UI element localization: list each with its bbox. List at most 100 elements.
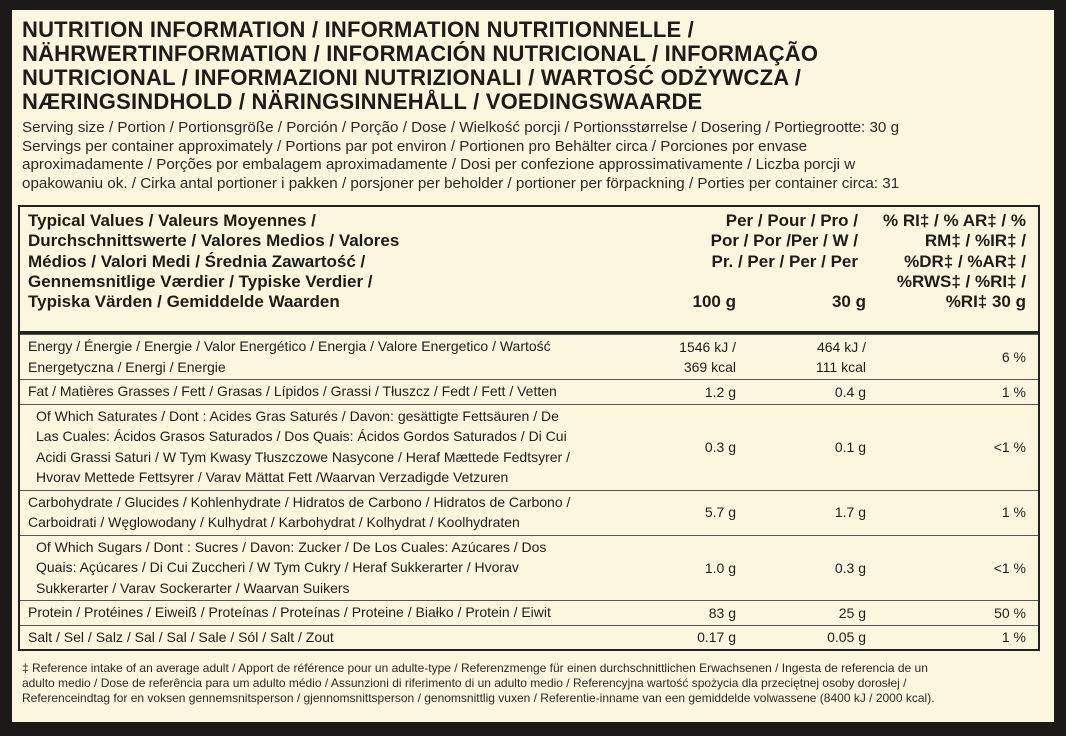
header-ri-line: % RI‡ / % AR‡ / % xyxy=(883,211,1026,230)
ri-value: <1 % xyxy=(993,438,1026,455)
nutrient-name-line: Energetyczna / Energi / Energie xyxy=(28,358,226,375)
table-header: Typical Values / Valeurs Moyennes / Durch… xyxy=(20,207,1038,334)
per-30g-line: 0.1 g xyxy=(834,438,866,455)
per-100g: 0.17 g xyxy=(697,626,736,650)
serving-info: Serving size / Portion / Portionsgröße /… xyxy=(22,119,899,193)
title-line: NUTRICIONAL / INFORMAZIONI NUTRIZIONALI … xyxy=(22,65,802,90)
nutrient-name-line: Of Which Sugars / Dont : Sucres / Davon:… xyxy=(36,538,547,555)
nutrient-name-line: Energy / Énergie / Energie / Valor Energ… xyxy=(28,338,551,354)
nutrient-name: Of Which Saturates / Dont : Acides Gras … xyxy=(20,406,676,488)
nutrient-name-line: Salt / Sel / Salz / Sal / Sal / Sale / S… xyxy=(28,628,334,645)
nutrient-name-line: Sukkerarter / Varav Sockerarter / Waarva… xyxy=(36,579,350,596)
footnote: ‡ Reference intake of an average adult /… xyxy=(22,661,935,706)
ri-value: 50 % xyxy=(994,604,1026,621)
ri-cell: 6 % xyxy=(1002,335,1026,379)
ri-cell: 1 % xyxy=(1002,380,1026,404)
nutrient-name: Energy / Énergie / Energie / Valor Energ… xyxy=(20,336,668,377)
per-30g-line: 0.3 g xyxy=(834,559,866,576)
nutrient-name-line: Protein / Protéines / Eiweiß / Proteínas… xyxy=(28,604,551,620)
ri-value: 1 % xyxy=(1001,629,1026,645)
per-100g: 1546 kJ / 369 kcal xyxy=(679,335,736,379)
ri-value: <1 % xyxy=(993,559,1026,576)
header-ri-line: %RI‡ 30 g xyxy=(945,292,1026,312)
header-ri-line: %DR‡ / %AR‡ / xyxy=(904,251,1026,271)
serving-line: Serving size / Portion / Portionsgröße /… xyxy=(22,119,900,136)
per-30g: 464 kJ / 111 kcal xyxy=(816,335,866,379)
header-per-line: Pr. / Per / Per / Per xyxy=(711,251,858,271)
nutrient-row: Of Which Saturates / Dont : Acides Gras … xyxy=(20,403,1038,490)
title-line: NUTRITION INFORMATION / INFORMATION NUTR… xyxy=(22,17,694,42)
nutrient-name-line: Las Cuales: Ácidos Grasos Saturados / Do… xyxy=(36,428,567,444)
header-ri-line: %RWS‡ / %RI‡ / xyxy=(896,271,1026,291)
per-100g-line: 0.17 g xyxy=(697,629,736,645)
serving-line: opakowaniu ok. / Cirka antal portioner i… xyxy=(22,174,900,192)
footnote-line: Referenceindtag for en voksen gennemsnit… xyxy=(22,691,935,705)
per-100g-line: 1.2 g xyxy=(704,383,736,400)
nutrient-name-line: Acidi Grassi Saturi / W Tym Kwasy Tłuszc… xyxy=(36,448,570,465)
header-name: Typical Values / Valeurs Moyennes / Durch… xyxy=(28,211,399,312)
per-30g: 0.1 g xyxy=(835,405,866,490)
title: NUTRITION INFORMATION / INFORMATION NUTR… xyxy=(22,18,818,114)
nutrient-name: Protein / Protéines / Eiweiß / Proteínas… xyxy=(20,602,668,623)
header-ri-line: RM‡ / %IR‡ / xyxy=(924,231,1026,251)
per-30g-line: 464 kJ / xyxy=(816,338,866,355)
header-per-line: Por / Por /Per / W / xyxy=(710,231,858,251)
ri-value: 1 % xyxy=(1001,383,1026,400)
nutrient-name: Salt / Sel / Salz / Sal / Sal / Sale / S… xyxy=(20,627,668,648)
ri-cell: <1 % xyxy=(994,405,1026,490)
per-30g-line: 1.7 g xyxy=(834,504,866,521)
per-30g: 0.4 g xyxy=(835,380,866,404)
per-30g-line: 25 g xyxy=(838,604,866,621)
nutrient-row: Energy / Énergie / Energie / Valor Energ… xyxy=(20,334,1038,379)
header-name-line: Typiska Värden / Gemiddelde Waarden xyxy=(28,292,340,312)
nutrient-name-line: Carbohydrate / Glucides / Kohlenhydrate … xyxy=(28,493,571,510)
serving-line: aproximadamente / Porções por embalagem … xyxy=(22,156,856,174)
per-100g: 1.2 g xyxy=(705,380,736,404)
title-line: NÄHRWERTINFORMATION / INFORMACIÓN NUTRIC… xyxy=(22,41,819,66)
nutrient-name-line: Hvorav Mettede Fettsyrer / Varav Mättat … xyxy=(36,469,509,485)
per-100g: 83 g xyxy=(709,601,736,625)
nutrient-name-line: Quais: Açúcares / Di Cui Zuccheri / W Ty… xyxy=(36,559,519,575)
per-100g-line: 1.0 g xyxy=(704,559,736,576)
nutrient-name: Fat / Matières Grasses / Fett / Grasas /… xyxy=(20,381,668,402)
per-100g: 1.0 g xyxy=(705,536,736,601)
serving-line: Servings per container approximately / P… xyxy=(22,137,808,155)
ri-cell: 50 % xyxy=(994,601,1026,625)
nutrition-label: NUTRITION INFORMATION / INFORMATION NUTR… xyxy=(12,10,1054,722)
header-name-line: Gennemsnitlige Værdier / Typiske Verdier… xyxy=(28,271,373,291)
nutrient-name-line: Fat / Matières Grasses / Fett / Grasas /… xyxy=(28,383,557,399)
per-100g-line: 0.3 g xyxy=(704,438,736,455)
title-line: NÆRINGSINDHOLD / NÄRINGSINNEHÅLL / VOEDI… xyxy=(22,89,703,114)
per-30g-line: 111 kcal xyxy=(815,359,866,375)
per-30g: 1.7 g xyxy=(835,491,866,535)
ri-cell: <1 % xyxy=(994,536,1026,601)
header-name-line: Durchschnittswerte / Valores Medios / Va… xyxy=(28,231,400,251)
per-100g: 0.3 g xyxy=(705,405,736,490)
header-ri: % RI‡ / % AR‡ / % RM‡ / %IR‡ / %DR‡ / %AR‡… xyxy=(883,211,1026,312)
ri-cell: 1 % xyxy=(1002,491,1026,535)
per-100g-line: 1546 kJ / xyxy=(679,338,736,355)
ri-cell: 1 % xyxy=(1002,626,1026,650)
nutrition-table: Typical Values / Valeurs Moyennes / Durch… xyxy=(18,205,1040,651)
per-30g-line: 0.05 g xyxy=(827,629,866,645)
ri-value: 1 % xyxy=(1001,504,1026,521)
nutrient-row: Fat / Matières Grasses / Fett / Grasas /… xyxy=(20,379,1038,404)
per-100g-line: 83 g xyxy=(708,604,736,621)
footnote-line: adulto medio / Dose de referência para u… xyxy=(22,676,907,690)
per-100g: 5.7 g xyxy=(705,491,736,535)
nutrient-name-line: Carboidrati / Węglowodany / Kulhydrat / … xyxy=(28,514,520,530)
nutrient-row: Carbohydrate / Glucides / Kohlenhydrate … xyxy=(20,489,1038,535)
ri-value: 6 % xyxy=(1001,348,1026,365)
header-name-line: Typical Values / Valeurs Moyennes / xyxy=(28,211,316,230)
per-30g: 0.05 g xyxy=(827,626,866,650)
header-per-line: Per / Pour / Pro / xyxy=(725,211,858,230)
nutrient-row: Of Which Sugars / Dont : Sucres / Davon:… xyxy=(20,534,1038,601)
header-per: Per / Pour / Pro / Por / Por /Per / W / Pr… xyxy=(711,211,858,272)
nutrient-row: Salt / Sel / Salz / Sal / Sal / Sale / S… xyxy=(20,624,1038,650)
per-100g-line: 5.7 g xyxy=(704,504,736,521)
per-30g: 0.3 g xyxy=(835,536,866,601)
header-30g: 30 g xyxy=(831,292,866,311)
nutrient-name: Of Which Sugars / Dont : Sucres / Davon:… xyxy=(20,537,676,599)
header-name-line: Médios / Valori Medi / Średnia Zawartość… xyxy=(28,251,366,271)
